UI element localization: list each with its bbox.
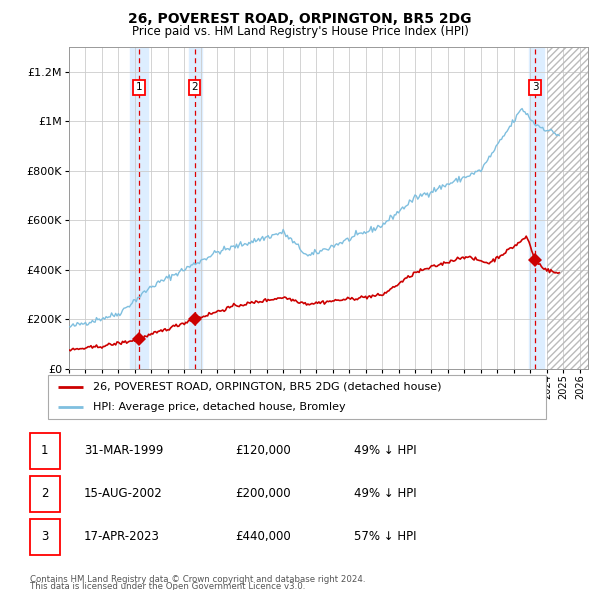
FancyBboxPatch shape — [30, 476, 60, 512]
Text: 26, POVEREST ROAD, ORPINGTON, BR5 2DG: 26, POVEREST ROAD, ORPINGTON, BR5 2DG — [128, 12, 472, 26]
Text: HPI: Average price, detached house, Bromley: HPI: Average price, detached house, Brom… — [93, 402, 346, 412]
Text: 2: 2 — [191, 83, 198, 93]
Text: 31-MAR-1999: 31-MAR-1999 — [84, 444, 163, 457]
Text: £440,000: £440,000 — [235, 530, 291, 543]
Text: 57% ↓ HPI: 57% ↓ HPI — [354, 530, 416, 543]
Text: 1: 1 — [136, 83, 142, 93]
Text: £120,000: £120,000 — [235, 444, 291, 457]
FancyBboxPatch shape — [30, 519, 60, 555]
Text: 15-AUG-2002: 15-AUG-2002 — [84, 487, 163, 500]
Text: 3: 3 — [41, 530, 49, 543]
Bar — [130, 47, 148, 369]
Text: 2: 2 — [41, 487, 49, 500]
Text: Price paid vs. HM Land Registry's House Price Index (HPI): Price paid vs. HM Land Registry's House … — [131, 25, 469, 38]
Text: £200,000: £200,000 — [235, 487, 291, 500]
FancyBboxPatch shape — [30, 432, 60, 469]
Text: 3: 3 — [532, 83, 538, 93]
FancyBboxPatch shape — [48, 375, 546, 419]
Bar — [189, 47, 202, 369]
Text: 49% ↓ HPI: 49% ↓ HPI — [354, 487, 416, 500]
Text: 17-APR-2023: 17-APR-2023 — [84, 530, 160, 543]
Bar — [547, 47, 588, 369]
Bar — [547, 47, 588, 369]
Text: 1: 1 — [41, 444, 49, 457]
Text: 49% ↓ HPI: 49% ↓ HPI — [354, 444, 416, 457]
Text: Contains HM Land Registry data © Crown copyright and database right 2024.: Contains HM Land Registry data © Crown c… — [30, 575, 365, 584]
Bar — [529, 47, 544, 369]
Text: This data is licensed under the Open Government Licence v3.0.: This data is licensed under the Open Gov… — [30, 582, 305, 590]
Text: 26, POVEREST ROAD, ORPINGTON, BR5 2DG (detached house): 26, POVEREST ROAD, ORPINGTON, BR5 2DG (d… — [93, 382, 442, 392]
